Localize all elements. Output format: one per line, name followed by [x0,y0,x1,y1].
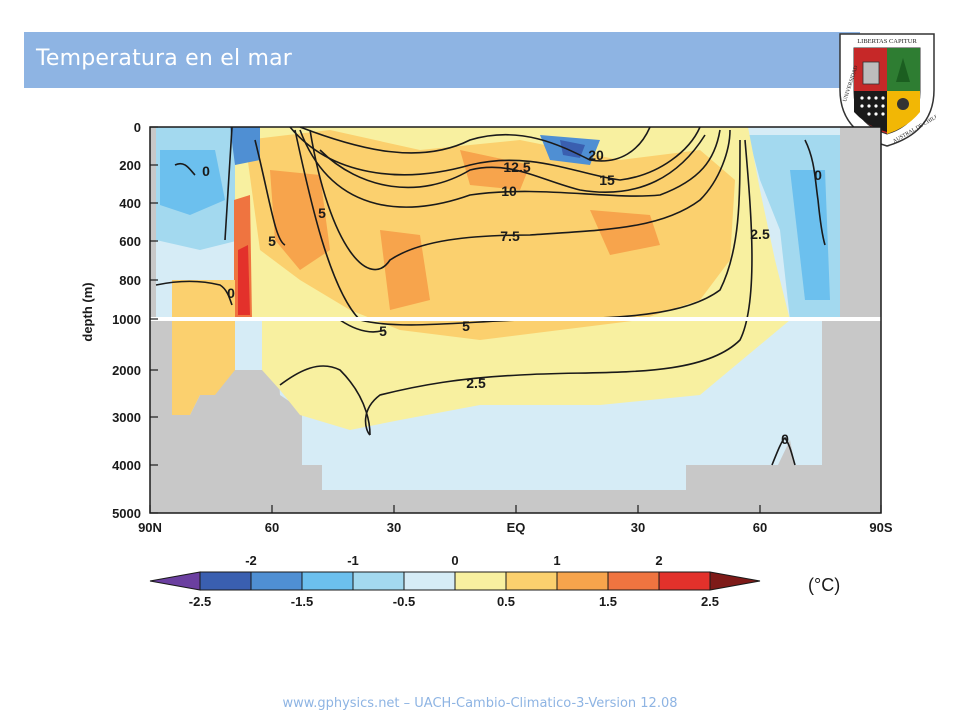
colorbar-swatch [352,571,405,591]
contour-label: 5 [268,233,276,249]
contour-label: 10 [501,183,517,199]
x-tick-label: 60 [265,520,279,535]
crest-top-text: LIBERTAS CAPITUR [857,38,917,45]
colorbar-swatch [658,571,711,591]
y-tick-label: 0 [134,120,141,135]
y-tick-label: 400 [119,196,141,211]
x-tick-label: EQ [507,520,526,535]
region-hot-eq [460,150,530,190]
contour-20 [299,127,651,162]
colorbar-swatch [301,571,354,591]
contour-label: 2.5 [750,226,770,242]
region-cold-north [160,150,225,215]
y-tick-label: 800 [119,273,141,288]
x-tick-label: 30 [631,520,645,535]
y-tick-label: 3000 [112,410,141,425]
colorbar [149,571,761,591]
contour-label: 12.5 [503,159,530,175]
contour-2-5c [224,127,233,241]
region-cold-south [790,170,830,300]
y-tick-label: 600 [119,234,141,249]
contour-label: 0 [202,163,210,179]
x-tick-label: 30 [387,520,401,535]
colorbar-top-label: 0 [451,553,458,568]
y-tick-label: 200 [119,158,141,173]
colorbar-top-label: 2 [655,553,662,568]
colorbar-swatch [199,571,252,591]
contour-12-5 [319,134,706,194]
colorbar-bottom-label: 1.5 [599,594,617,609]
region-hot-core [380,230,430,310]
colorbar-bottom-label: 2.5 [701,594,719,609]
x-tick-label: 90N [138,520,162,535]
contour-label: 20 [588,147,604,163]
contour-5b [254,139,286,246]
y-tick-label: 5000 [112,506,141,521]
region-hottest-outflow [238,245,250,315]
colorbar-bottom-label: -1.5 [291,594,313,609]
contour-2-5b [279,365,371,436]
contour-label: 0 [781,431,789,447]
axis-break-line [150,317,881,321]
region-hot-subtropic-s [590,210,660,255]
contour-0a [174,162,196,176]
colorbar-arrow-high [709,571,761,591]
colorbar-swatch [607,571,660,591]
colorbar-arrow-low [149,571,201,591]
colorbar-swatch [454,571,507,591]
contour-label: 2.5 [466,375,486,391]
contour-5c [339,319,386,333]
region-cold-surface-n [230,127,260,165]
slide-title: Temperatura en el mar [36,46,293,71]
colorbar-top-label: -1 [347,553,359,568]
contour-7-5 [309,129,731,271]
contour-label: 5 [379,323,387,339]
colorbar-top-label: 1 [553,553,560,568]
colorbar-swatch [505,571,558,591]
y-tick-label: 4000 [112,458,141,473]
contour-label: 5 [318,205,326,221]
contour-label: 5 [462,318,470,334]
y-tick-label: 1000 [112,312,141,327]
colorbar-unit: (°C) [808,575,840,595]
x-tick-label: 90S [869,520,892,535]
colorbar-bottom-label: -0.5 [393,594,415,609]
colorbar-top-label: -2 [245,553,257,568]
colorbar-bottom-label: 0.5 [497,594,515,609]
contour-2-5a [364,139,753,436]
contour-0b [155,280,233,306]
contour-label: 0 [227,285,235,301]
region-warm-north-mid [190,280,235,320]
y-tick-label: 2000 [112,363,141,378]
contour-label: 7.5 [500,228,520,244]
contour-15 [289,127,701,181]
region-warm-orange [245,130,735,340]
university-crest-icon: LIBERTAS CAPITUR UNIVERSIDAD AUSTRAL DE … [839,33,936,147]
contour-label: 0 [814,167,822,183]
colorbar-swatch [250,571,303,591]
contour-0d [771,436,796,466]
colorbar-swatch [556,571,609,591]
colorbar-swatch [403,571,456,591]
x-tick-label: 60 [753,520,767,535]
contour-0c [804,139,826,246]
contour-label: 15 [599,172,615,188]
slide-footer: www.gphysics.net – UACH-Cambio-Climatico… [282,696,678,711]
contour-10 [299,129,721,208]
colorbar-bottom-label: -2.5 [189,594,211,609]
region-coldest-surface [560,140,585,158]
slide-title-bar: Temperatura en el mar [24,32,860,88]
y-axis-label: depth (m) [80,282,95,341]
